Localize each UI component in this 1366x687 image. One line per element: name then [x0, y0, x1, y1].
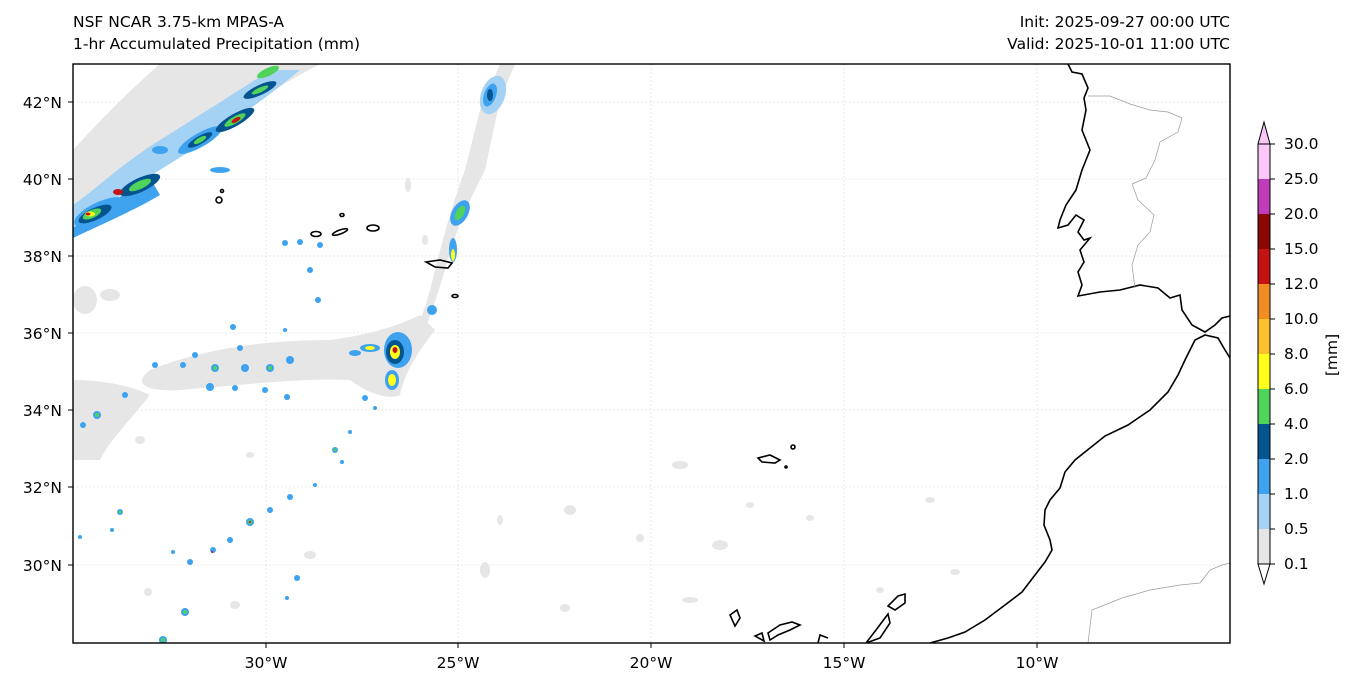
colorbar-tick-label: 4.0	[1284, 415, 1309, 433]
colorbar-segment	[1258, 459, 1270, 494]
colorbar-extend-max	[1257, 120, 1271, 145]
colorbar-segment	[1258, 284, 1270, 319]
lat-label: 30°N	[22, 557, 62, 575]
map-area	[73, 64, 1230, 643]
colorbar-tick-label: 30.0	[1284, 135, 1319, 153]
borders	[1087, 95, 1230, 643]
lon-label: 30°W	[244, 654, 288, 672]
colorbar-segment	[1258, 144, 1270, 179]
colorbar-segment	[1258, 354, 1270, 389]
field-name: 1-hr Accumulated Precipitation (mm)	[73, 35, 360, 53]
colorbar-segment	[1258, 424, 1270, 459]
lon-label: 15°W	[822, 654, 866, 672]
colorbar-segment	[1258, 249, 1270, 284]
init-time: Init: 2025-09-27 00:00 UTC	[1019, 13, 1230, 31]
colorbar-tick-label: 15.0	[1284, 240, 1319, 258]
colorbar-tick-label: 8.0	[1284, 345, 1309, 363]
lat-label: 38°N	[22, 248, 62, 266]
colorbar-tick-label: 2.0	[1284, 450, 1309, 468]
colorbar-segment	[1258, 389, 1270, 424]
lon-label: 20°W	[629, 654, 673, 672]
lon-label: 10°W	[1015, 654, 1059, 672]
axis-ticks	[68, 101, 1038, 648]
colorbar-segment	[1258, 179, 1270, 214]
chart-title-right: Init: 2025-09-27 00:00 UTC Valid: 2025-1…	[1007, 11, 1230, 55]
graticule	[73, 64, 1230, 643]
lat-label: 42°N	[22, 94, 62, 112]
colorbar-unit-label: [mm]	[1323, 333, 1341, 377]
colorbar-extend-min	[1257, 563, 1271, 586]
lat-label: 34°N	[22, 402, 62, 420]
lat-label: 40°N	[22, 171, 62, 189]
model-name: NSF NCAR 3.75-km MPAS-A	[73, 13, 285, 31]
colorbar-tick-label: 20.0	[1284, 205, 1319, 223]
lat-label: 36°N	[22, 325, 62, 343]
colorbar-segment	[1258, 214, 1270, 249]
colorbar-tick-label: 10.0	[1284, 310, 1319, 328]
lat-label: 32°N	[22, 479, 62, 497]
colorbar-tick-label: 6.0	[1284, 380, 1309, 398]
colorbar-tick-label: 0.5	[1284, 520, 1309, 538]
colorbar	[1257, 120, 1275, 586]
colorbar-segment	[1258, 494, 1270, 529]
colorbar-segment	[1258, 529, 1270, 564]
colorbar-segment	[1258, 319, 1270, 354]
lon-label: 25°W	[436, 654, 480, 672]
chart-title-left: NSF NCAR 3.75-km MPAS-A 1-hr Accumulated…	[73, 11, 360, 55]
colorbar-tick-label: 0.1	[1284, 555, 1309, 573]
colorbar-tick-label: 1.0	[1284, 485, 1309, 503]
colorbar-tick-label: 12.0	[1284, 275, 1319, 293]
colorbar-tick-label: 25.0	[1284, 170, 1319, 188]
coastlines	[215, 64, 1230, 643]
precip-field	[73, 64, 960, 643]
valid-time: Valid: 2025-10-01 11:00 UTC	[1007, 35, 1230, 53]
